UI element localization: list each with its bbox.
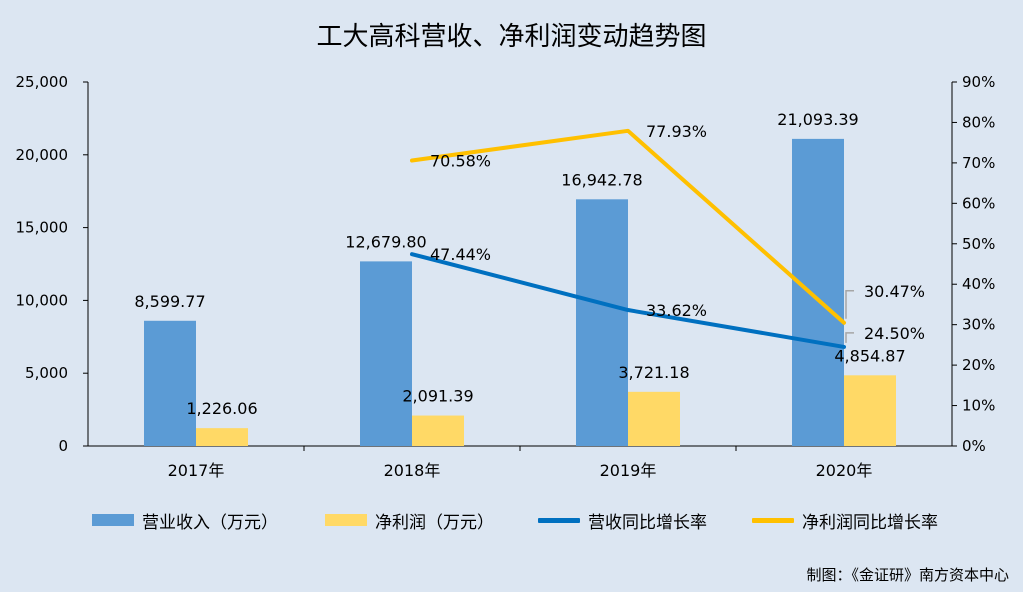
legend-swatch-revenue — [92, 514, 134, 526]
revenue-bar — [144, 320, 196, 446]
revenue-bar-label: 12,679.80 — [345, 232, 426, 251]
y-left-tick-label: 20,000 — [16, 146, 69, 164]
y-right-tick-label: 80% — [962, 113, 995, 131]
y-right-tick-label: 20% — [962, 356, 995, 374]
net-profit-bar — [196, 428, 248, 446]
revenue-bar-label: 16,942.78 — [561, 170, 642, 189]
legend-label-revenue-growth: 营收同比增长率 — [588, 512, 707, 533]
legend: 营业收入（万元） 净利润（万元） 营收同比增长率 净利润同比增长率 — [0, 507, 1023, 533]
profit-growth-label: 77.93% — [646, 122, 707, 141]
x-tick-label: 2020年 — [816, 461, 873, 480]
profit-growth-label: 30.47% — [864, 282, 925, 301]
revenue-growth-label: 47.44% — [430, 245, 491, 264]
profit-growth-line — [410, 128, 846, 325]
y-left-tick-label: 10,000 — [16, 291, 69, 309]
revenue-bar-label: 8,599.77 — [134, 292, 205, 311]
legend-label-net-profit: 净利润（万元） — [375, 512, 494, 533]
y-right-tick-label: 40% — [962, 275, 995, 293]
y-left-tick-label: 15,000 — [16, 219, 69, 237]
revenue-bar — [792, 138, 844, 446]
y-left-tick-label: 0 — [58, 437, 68, 455]
net-profit-bar-label: 3,721.18 — [618, 363, 689, 382]
y-right-tick-label: 50% — [962, 235, 995, 253]
net-profit-bar — [628, 391, 680, 446]
revenue-growth-leader — [845, 332, 854, 343]
legend-swatch-net-profit — [325, 514, 367, 526]
y-right-tick-label: 70% — [962, 154, 995, 172]
y-right-tick-label: 30% — [962, 316, 995, 334]
y-right-tick-label: 90% — [962, 73, 995, 91]
y-right-tick-label: 0% — [962, 437, 986, 455]
revenue-growth-label: 24.50% — [864, 324, 925, 343]
net-profit-bar-label: 2,091.39 — [402, 387, 473, 406]
revenue-growth-line — [410, 252, 846, 349]
y-left-tick-label: 5,000 — [25, 364, 68, 382]
revenue-growth-label: 33.62% — [646, 301, 707, 320]
x-tick-label: 2017年 — [168, 461, 225, 480]
x-tick-label: 2018年 — [384, 461, 441, 480]
revenue-bar — [360, 261, 412, 446]
legend-label-profit-growth: 净利润同比增长率 — [802, 512, 938, 533]
net-profit-bar — [412, 415, 464, 446]
legend-line-profit-growth — [752, 517, 794, 523]
legend-item-net-profit: 净利润（万元） — [325, 507, 494, 533]
legend-item-revenue-growth: 营收同比增长率 — [538, 507, 707, 533]
y-right-tick-label: 10% — [962, 397, 995, 415]
y-left-tick-label: 25,000 — [16, 73, 69, 91]
profit-growth-label: 70.58% — [430, 152, 491, 171]
net-profit-bar-label: 4,854.87 — [834, 346, 905, 365]
legend-label-revenue: 营业收入（万元） — [142, 512, 278, 533]
chart-credit: 制图：《金证研》南方资本中心 — [806, 566, 1009, 584]
revenue-bar-label: 21,093.39 — [777, 110, 858, 129]
legend-line-revenue-growth — [538, 517, 580, 523]
profit-growth-leader — [845, 290, 854, 319]
legend-item-profit-growth: 净利润同比增长率 — [752, 507, 938, 533]
net-profit-bar — [844, 375, 896, 446]
chart-title: 工大高科营收、净利润变动趋势图 — [316, 22, 707, 52]
y-right-tick-label: 60% — [962, 194, 995, 212]
x-tick-label: 2019年 — [600, 461, 657, 480]
revenue-bar — [576, 199, 628, 446]
net-profit-bar-label: 1,226.06 — [186, 399, 257, 418]
legend-item-revenue: 营业收入（万元） — [92, 507, 278, 533]
